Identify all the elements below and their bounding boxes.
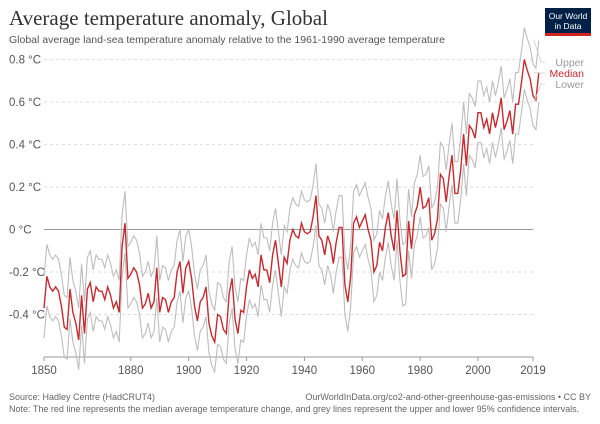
y-tick-label: 0.8 °C (9, 55, 41, 67)
logo-line-2: in Data (554, 21, 582, 31)
x-tick-label: 1920 (234, 365, 260, 377)
legend-connector (533, 83, 545, 103)
logo-line-1: Our World (548, 11, 588, 21)
y-tick-label: -0.4 °C (9, 310, 45, 322)
x-tick-label: 1850 (31, 365, 57, 377)
lower-series-line (43, 89, 540, 374)
y-tick-label: -0.2 °C (9, 267, 45, 279)
legend-label-upper: Upper (555, 57, 584, 69)
chart-title: Average temperature anomaly, Global (9, 6, 328, 30)
chart-subtitle: Global average land-sea temperature anom… (9, 34, 446, 46)
upper-series-line (43, 27, 540, 313)
owid-logo[interactable]: Our World in Data (545, 8, 591, 36)
y-tick-label: 0.6 °C (9, 97, 41, 109)
median-series-line (43, 59, 540, 345)
logo-accent-bar (545, 33, 591, 36)
x-tick-label: 1900 (176, 365, 202, 377)
source-text: Source: Hadley Centre (HadCRUT4) (9, 392, 156, 402)
legend-label-lower: Lower (555, 79, 584, 91)
legend-label-median: Median (550, 68, 585, 80)
y-tick-label: 0 °C (9, 225, 32, 237)
legend-connector (533, 40, 545, 63)
y-tick-label: 0.4 °C (9, 140, 41, 152)
x-tick-label: 2000 (465, 365, 491, 377)
y-tick-label: 0.2 °C (9, 182, 41, 194)
x-tick-label: 2019 (520, 365, 546, 377)
footer-source-row: Source: Hadley Centre (HadCRUT4) OurWorl… (9, 392, 591, 402)
x-tick-label: 1940 (292, 365, 318, 377)
footer-note: Note: The red line represents the median… (9, 404, 580, 414)
source-url-link[interactable]: OurWorldInData.org/co2-and-other-greenho… (305, 392, 591, 402)
x-tick-label: 1880 (118, 365, 144, 377)
x-tick-label: 1960 (349, 365, 375, 377)
legend-connector (533, 71, 545, 74)
x-tick-label: 1980 (407, 365, 433, 377)
